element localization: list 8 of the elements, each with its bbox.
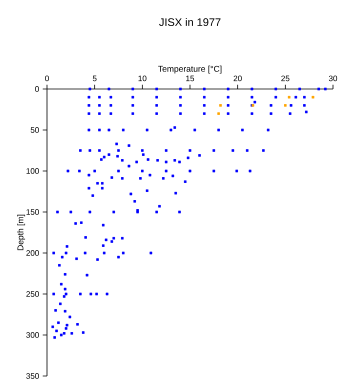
point — [219, 104, 222, 107]
point — [288, 96, 290, 98]
chart-title: JISX in 1977 — [159, 18, 221, 26]
x-axis-title: Temperature [°C] — [158, 66, 222, 74]
point — [217, 112, 220, 115]
y-axis-title: Depth [m] — [17, 214, 26, 250]
point — [284, 104, 287, 107]
point — [312, 96, 314, 98]
